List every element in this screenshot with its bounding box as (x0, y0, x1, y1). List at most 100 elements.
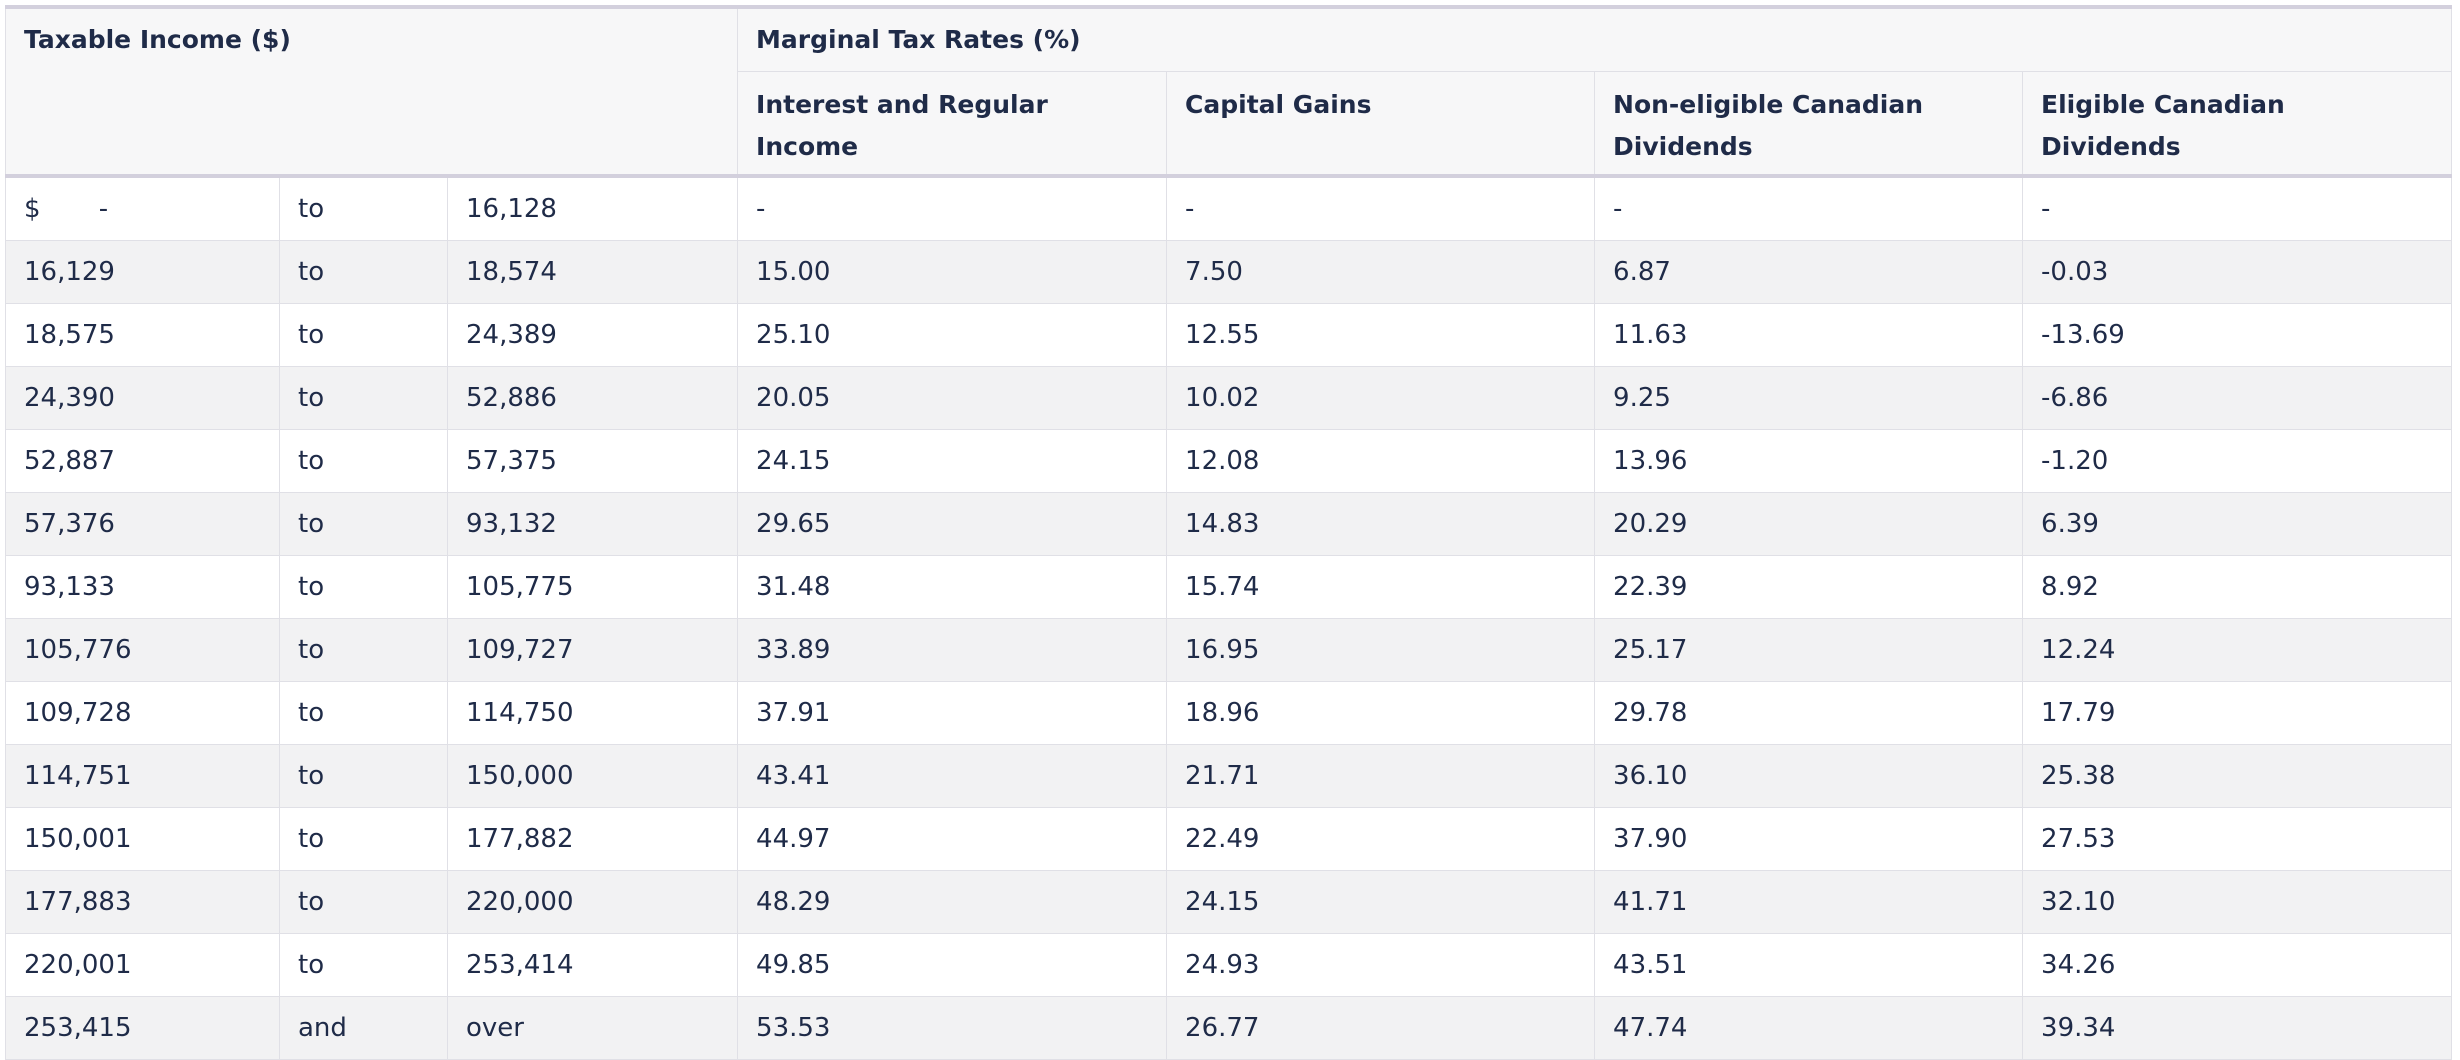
table-body: $ - to 16,128- - - -16,129 to 18,574 15.00 7.50 6.… (5, 175, 2453, 1060)
tax-table: Taxable Income ($) Marginal Tax Rates (%… (4, 5, 2453, 1060)
header-cell: Marginal Tax Rates (%) (737, 6, 2453, 72)
table-cell: -13.69 (2022, 303, 2453, 367)
table-cell: to (279, 933, 448, 997)
table-cell: 48.29 (737, 870, 1168, 934)
table-cell: over (446, 996, 739, 1060)
table-cell: 12.08 (1166, 429, 1596, 493)
table-cell: 11.63 (1594, 303, 2024, 367)
table-cell: 15.74 (1166, 555, 1596, 619)
table-cell: 18,574 (446, 240, 739, 304)
table-cell: 57,376 (5, 492, 280, 556)
table-cell: 52,887 (5, 429, 280, 493)
table-cell: 7.50 (1166, 240, 1596, 304)
table-cell: to (279, 681, 448, 745)
table-cell: 20.05 (737, 366, 1168, 430)
table-cell: 25.38 (2022, 744, 2453, 808)
table-row: 52,887 to 57,375 24.15 12.08 13.96 -1.20 (5, 429, 2453, 493)
table-cell: 24,389 (446, 303, 739, 367)
table-row: 16,129 to 18,574 15.00 7.50 6.87 -0.03 (5, 240, 2453, 304)
table-cell: 105,776 (5, 618, 280, 682)
table-row: 150,001 to 177,882 44.97 22.49 37.90 27.53 (5, 807, 2453, 871)
table-cell: -6.86 (2022, 366, 2453, 430)
table-row: $ - to 16,128- - - - (5, 175, 2453, 241)
header-cell: Taxable Income ($) (4, 6, 739, 178)
table-cell: 41.71 (1594, 870, 2024, 934)
table-cell: to (279, 240, 448, 304)
table-cell: and (279, 996, 448, 1060)
table-cell: 24.15 (737, 429, 1168, 493)
table-cell: - (2022, 175, 2453, 241)
table-cell: 177,883 (5, 870, 280, 934)
table-row: 177,883 to 220,000 48.29 24.15 41.71 32.10 (5, 870, 2453, 934)
table-cell: 31.48 (737, 555, 1168, 619)
table-cell: 25.17 (1594, 618, 2024, 682)
header-cell: Non-eligible Canadian Dividends (1594, 70, 2024, 178)
table-cell: to (279, 429, 448, 493)
header-cell: Eligible Canadian Dividends (2022, 70, 2453, 178)
table-cell: 26.77 (1166, 996, 1596, 1060)
table-cell: to (279, 618, 448, 682)
table-cell: 15.00 (737, 240, 1168, 304)
table-row: 114,751 to 150,000 43.41 21.71 36.10 25.38 (5, 744, 2453, 808)
table-cell: 36.10 (1594, 744, 2024, 808)
table-cell: 39.34 (2022, 996, 2453, 1060)
table-cell: 22.49 (1166, 807, 1596, 871)
table-row: 57,376 to 93,132 29.65 14.83 20.29 6.39 (5, 492, 2453, 556)
header-cell: Capital Gains (1166, 70, 1596, 178)
table-row: 105,776 to 109,727 33.89 16.95 25.17 12.24 (5, 618, 2453, 682)
table-cell: 114,751 (5, 744, 280, 808)
table-cell: 49.85 (737, 933, 1168, 997)
table-cell: 43.41 (737, 744, 1168, 808)
table-cell: 220,001 (5, 933, 280, 997)
table-cell: to (279, 870, 448, 934)
table-cell: 34.26 (2022, 933, 2453, 997)
table-cell: 16,129 (5, 240, 280, 304)
table-cell: 53.53 (737, 996, 1168, 1060)
table-row: 220,001 to 253,414 49.85 24.93 43.51 34.26 (5, 933, 2453, 997)
table-cell: 6.87 (1594, 240, 2024, 304)
table-cell: 57,375 (446, 429, 739, 493)
table-cell: 14.83 (1166, 492, 1596, 556)
table-cell: 16,128 (446, 175, 739, 241)
table-cell: 44.97 (737, 807, 1168, 871)
table-cell: 93,133 (5, 555, 280, 619)
table-cell: 8.92 (2022, 555, 2453, 619)
table-cell: 43.51 (1594, 933, 2024, 997)
table-cell: 18,575 (5, 303, 280, 367)
table-cell: 220,000 (446, 870, 739, 934)
table-cell: 29.78 (1594, 681, 2024, 745)
table-cell: 177,882 (446, 807, 739, 871)
table-cell: 22.39 (1594, 555, 2024, 619)
table-cell: 9.25 (1594, 366, 2024, 430)
table-cell: 24.93 (1166, 933, 1596, 997)
table-cell: - (1594, 175, 2024, 241)
table-cell: to (279, 492, 448, 556)
table-cell: 16.95 (1166, 618, 1596, 682)
table-cell: - (737, 175, 1168, 241)
table-cell: 32.10 (2022, 870, 2453, 934)
table-cell: to (279, 807, 448, 871)
table-cell: 10.02 (1166, 366, 1596, 430)
table-cell: 18.96 (1166, 681, 1596, 745)
table-row: 18,575 to 24,389 25.10 12.55 11.63 -13.69 (5, 303, 2453, 367)
table-cell: - (1166, 175, 1596, 241)
table-cell: 93,132 (446, 492, 739, 556)
table-cell: 37.91 (737, 681, 1168, 745)
table-cell: to (279, 555, 448, 619)
table-row: 253,415 and over 53.53 26.77 47.74 39.34 (5, 996, 2453, 1060)
table-cell: 25.10 (737, 303, 1168, 367)
table-cell: -0.03 (2022, 240, 2453, 304)
table-cell: 105,775 (446, 555, 739, 619)
table-cell: 37.90 (1594, 807, 2024, 871)
table-cell: 12.55 (1166, 303, 1596, 367)
table-cell: 33.89 (737, 618, 1168, 682)
table-row: 24,390 to 52,886 20.05 10.02 9.25 -6.86 (5, 366, 2453, 430)
header-row: Interest and Regular Income Capital Gains… (6, 70, 2453, 178)
table-row: 109,728 to 114,750 37.91 18.96 29.78 17.79 (5, 681, 2453, 745)
table-cell: -1.20 (2022, 429, 2453, 493)
header-cell: Interest and Regular Income (737, 70, 1168, 178)
table-cell: 6.39 (2022, 492, 2453, 556)
table-header: Taxable Income ($) Marginal Tax Rates (%… (4, 6, 2453, 178)
